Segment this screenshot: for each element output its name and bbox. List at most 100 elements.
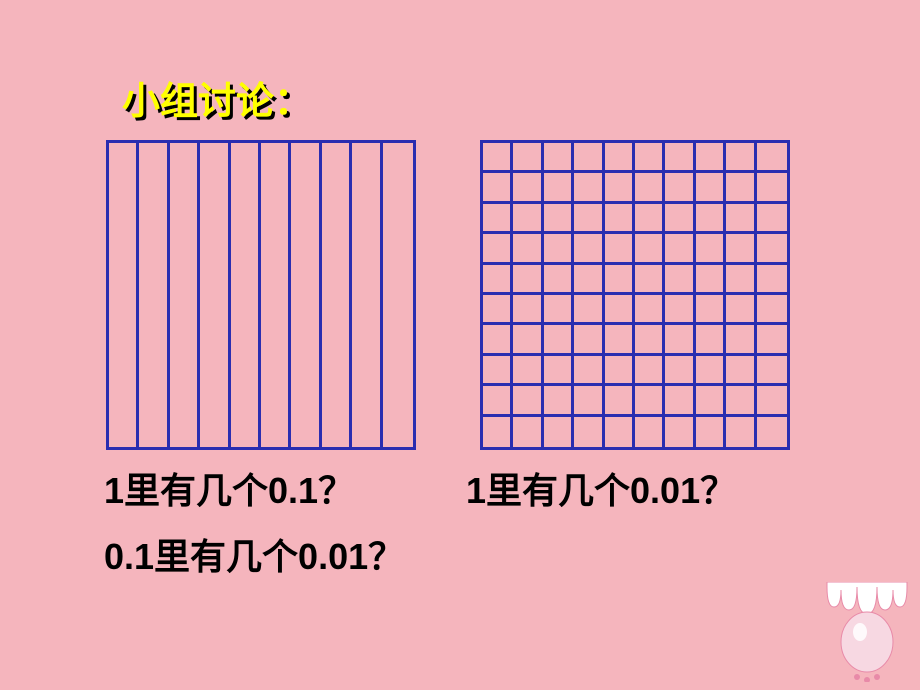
hundredths-cell xyxy=(726,325,756,355)
slide-title: 小组讨论： xyxy=(122,70,312,125)
hundredths-cell xyxy=(544,325,574,355)
hundredths-cell xyxy=(483,417,513,447)
hundredths-cell xyxy=(574,386,604,416)
tenths-column xyxy=(291,143,321,447)
grid-hundredths xyxy=(480,140,790,450)
hundredths-cell xyxy=(574,356,604,386)
hundredths-cell xyxy=(726,265,756,295)
hundredths-cell xyxy=(513,204,543,234)
hundredths-cell xyxy=(483,173,513,203)
hundredths-cell xyxy=(544,204,574,234)
hundredths-cell xyxy=(574,265,604,295)
tenths-column xyxy=(352,143,382,447)
hundredths-cell xyxy=(635,325,665,355)
hundredths-cell xyxy=(696,356,726,386)
hundredths-cell xyxy=(726,295,756,325)
hundredths-cell xyxy=(605,204,635,234)
hundredths-cell xyxy=(635,143,665,173)
hundredths-cell xyxy=(544,417,574,447)
hundredths-cell xyxy=(757,325,787,355)
hundredths-cell xyxy=(483,356,513,386)
hundredths-cell xyxy=(513,173,543,203)
hundredths-cell xyxy=(635,386,665,416)
hundredths-cell xyxy=(665,356,695,386)
hundredths-cell xyxy=(513,234,543,264)
hundredths-cell xyxy=(665,173,695,203)
hundredths-cell xyxy=(665,386,695,416)
hundredths-cell xyxy=(544,234,574,264)
hundredths-cell xyxy=(635,295,665,325)
hundredths-cell xyxy=(574,295,604,325)
hundredths-cell xyxy=(483,204,513,234)
hundredths-cell xyxy=(635,356,665,386)
hundredths-cell xyxy=(544,386,574,416)
question-3: 0.1里有几个0.01？ xyxy=(104,528,404,580)
hundredths-cell xyxy=(726,356,756,386)
hundredths-cell xyxy=(513,356,543,386)
hundredths-cell xyxy=(757,386,787,416)
hundredths-cell xyxy=(574,204,604,234)
hundredths-cell xyxy=(605,173,635,203)
hundredths-cell xyxy=(696,295,726,325)
balloon-decoration-icon xyxy=(822,582,912,682)
tenths-column xyxy=(139,143,169,447)
hundredths-cell xyxy=(513,417,543,447)
hundredths-cell xyxy=(544,265,574,295)
tenths-column xyxy=(383,143,413,447)
tenths-column xyxy=(231,143,261,447)
hundredths-cell xyxy=(696,265,726,295)
hundredths-cell xyxy=(635,265,665,295)
hundredths-cell xyxy=(544,143,574,173)
hundredths-cell xyxy=(483,325,513,355)
hundredths-cell xyxy=(483,265,513,295)
hundredths-cell xyxy=(665,325,695,355)
hundredths-cell xyxy=(483,234,513,264)
hundredths-cell xyxy=(696,234,726,264)
question-2: 1里有几个0.01？ xyxy=(466,462,736,514)
hundredths-cell xyxy=(757,265,787,295)
hundredths-cell xyxy=(726,204,756,234)
hundredths-cell xyxy=(696,417,726,447)
hundredths-cell xyxy=(513,386,543,416)
hundredths-cell xyxy=(605,417,635,447)
hundredths-cell xyxy=(605,295,635,325)
hundredths-cell xyxy=(483,386,513,416)
hundredths-cell xyxy=(696,143,726,173)
hundredths-cell xyxy=(726,143,756,173)
hundredths-cell xyxy=(757,234,787,264)
hundredths-cell xyxy=(605,386,635,416)
hundredths-cell xyxy=(574,417,604,447)
question-1: 1里有几个0.1？ xyxy=(104,462,354,514)
hundredths-cell xyxy=(513,325,543,355)
hundredths-cell xyxy=(483,143,513,173)
hundredths-cell xyxy=(665,265,695,295)
hundredths-cell xyxy=(665,417,695,447)
tenths-column xyxy=(322,143,352,447)
grid-tenths xyxy=(106,140,416,450)
hundredths-cell xyxy=(665,143,695,173)
hundredths-cell xyxy=(544,173,574,203)
hundredths-cell xyxy=(696,325,726,355)
hundredths-cell xyxy=(513,295,543,325)
hundredths-cell xyxy=(635,173,665,203)
hundredths-cell xyxy=(665,204,695,234)
tenths-column xyxy=(109,143,139,447)
hundredths-cell xyxy=(726,417,756,447)
hundredths-cell xyxy=(605,356,635,386)
hundredths-cell xyxy=(726,386,756,416)
slide: 小组讨论： 小组讨论： 1里有几个0.1？ 1里有几个0.01？ 0.1里有几个… xyxy=(0,0,920,690)
hundredths-cell xyxy=(696,204,726,234)
hundredths-cell xyxy=(605,325,635,355)
tenths-column xyxy=(170,143,200,447)
hundredths-cell xyxy=(635,417,665,447)
hundredths-cell xyxy=(757,417,787,447)
tenths-column xyxy=(200,143,230,447)
hundredths-cell xyxy=(574,234,604,264)
hundredths-cell xyxy=(605,234,635,264)
hundredths-cell xyxy=(757,173,787,203)
hundredths-cell xyxy=(696,386,726,416)
hundredths-cell xyxy=(757,143,787,173)
hundredths-cell xyxy=(726,173,756,203)
hundredths-cell xyxy=(544,356,574,386)
hundredths-cell xyxy=(665,295,695,325)
